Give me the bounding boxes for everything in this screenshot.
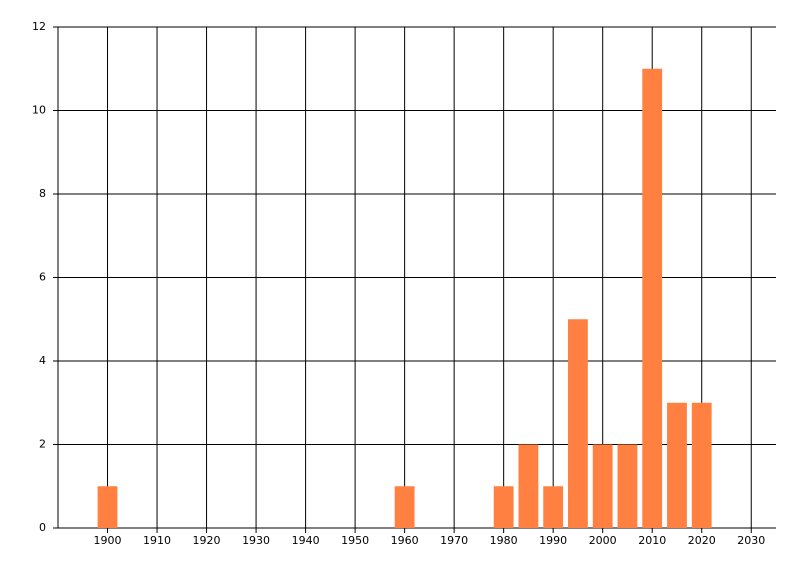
x-tick-label: 1930 — [242, 534, 270, 547]
x-tick-label: 1970 — [440, 534, 468, 547]
x-tick-label: 1960 — [391, 534, 419, 547]
y-tick-label: 0 — [39, 521, 46, 534]
bar — [493, 486, 514, 528]
y-tick-label: 4 — [39, 354, 46, 367]
bar — [518, 444, 539, 528]
x-tick-label: 1940 — [292, 534, 320, 547]
y-tick-label: 12 — [32, 20, 46, 33]
bar — [691, 402, 712, 528]
y-tick-label: 10 — [32, 104, 46, 117]
x-tick-label: 2030 — [737, 534, 765, 547]
x-tick-label: 1910 — [143, 534, 171, 547]
y-tick-label: 6 — [39, 271, 46, 284]
y-tick-label: 2 — [39, 438, 46, 451]
x-tick-label: 2010 — [638, 534, 666, 547]
x-tick-label: 1990 — [539, 534, 567, 547]
bar — [568, 319, 588, 528]
bar — [617, 444, 638, 528]
bar — [642, 68, 663, 528]
x-tick-label: 1980 — [490, 534, 518, 547]
x-tick-label: 2020 — [688, 534, 716, 547]
x-tick-label: 1900 — [94, 534, 122, 547]
bar — [592, 444, 613, 528]
bar — [667, 402, 687, 528]
bar — [97, 486, 118, 528]
x-tick-label: 1920 — [193, 534, 221, 547]
bar — [394, 486, 415, 528]
x-tick-label: 2000 — [589, 534, 617, 547]
x-tick-label: 1950 — [341, 534, 369, 547]
bar — [543, 486, 564, 528]
y-tick-label: 8 — [39, 187, 46, 200]
